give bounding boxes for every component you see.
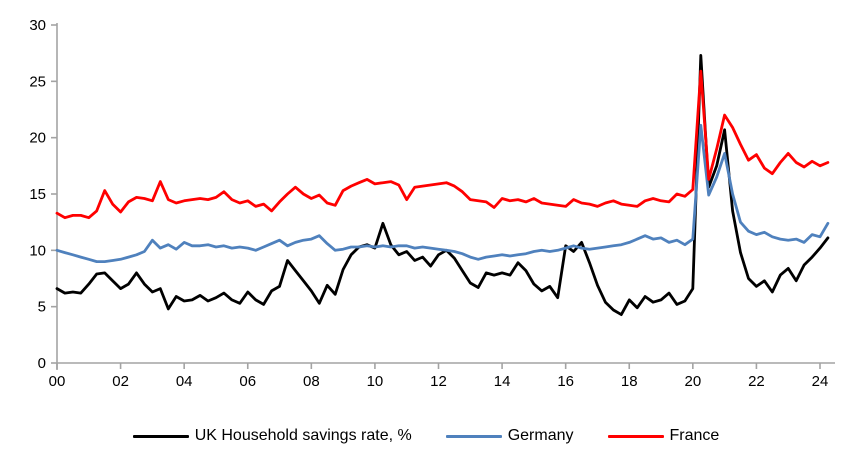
y-tick-label: 5 [38,299,46,316]
series-line-1 [55,123,830,264]
france-line-swatch-icon [607,434,664,438]
legend-label-france: France [669,427,720,444]
x-tick-label: 00 [49,373,66,390]
line-chart: 0 5 10 15 20 25 30 00 02 04 06 08 10 12 14 16 18 20 22 24 [29,17,835,390]
x-tick-label: 14 [494,373,511,390]
x-tick-label: 02 [112,373,129,390]
x-tick-label: 10 [367,373,384,390]
y-tick-label: 30 [29,17,46,34]
legend-item-uk: UK Household savings rate, % [132,427,412,444]
x-tick-label: 08 [303,373,320,390]
x-tick-label: 18 [621,373,638,390]
y-tick-label: 20 [29,130,46,147]
plot-area: 0 5 10 15 20 25 30 00 02 04 06 08 10 12 14 16 18 20 22 24 [29,17,835,390]
y-tick-label: 0 [38,355,46,372]
y-tick-label: 10 [29,242,46,259]
x-tick-label: 12 [430,373,447,390]
legend-label-germany: Germany [507,427,574,444]
uk-line-swatch-icon [132,434,189,438]
legend-item-france: France [607,427,720,444]
x-tick-label: 22 [748,373,765,390]
germany-line-swatch-icon [445,434,502,438]
y-tick-label: 25 [29,73,46,90]
y-tick-label: 15 [29,186,46,203]
series-line-2 [55,69,830,220]
x-tick-label: 20 [684,373,701,390]
x-tick-label: 24 [812,373,829,390]
legend-label-uk: UK Household savings rate, % [194,427,412,444]
x-tick-label: 06 [239,373,256,390]
legend-item-germany: Germany [445,427,574,444]
x-tick-label: 16 [557,373,574,390]
x-tick-label: 04 [176,373,193,390]
chart-legend: UK Household savings rate, % Germany Fra… [0,428,852,444]
